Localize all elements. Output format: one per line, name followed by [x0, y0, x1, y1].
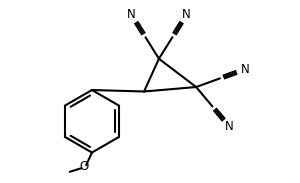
Text: N: N [182, 8, 191, 21]
Text: N: N [225, 120, 234, 133]
Text: N: N [241, 63, 250, 76]
Text: O: O [79, 160, 88, 173]
Text: N: N [127, 8, 136, 21]
